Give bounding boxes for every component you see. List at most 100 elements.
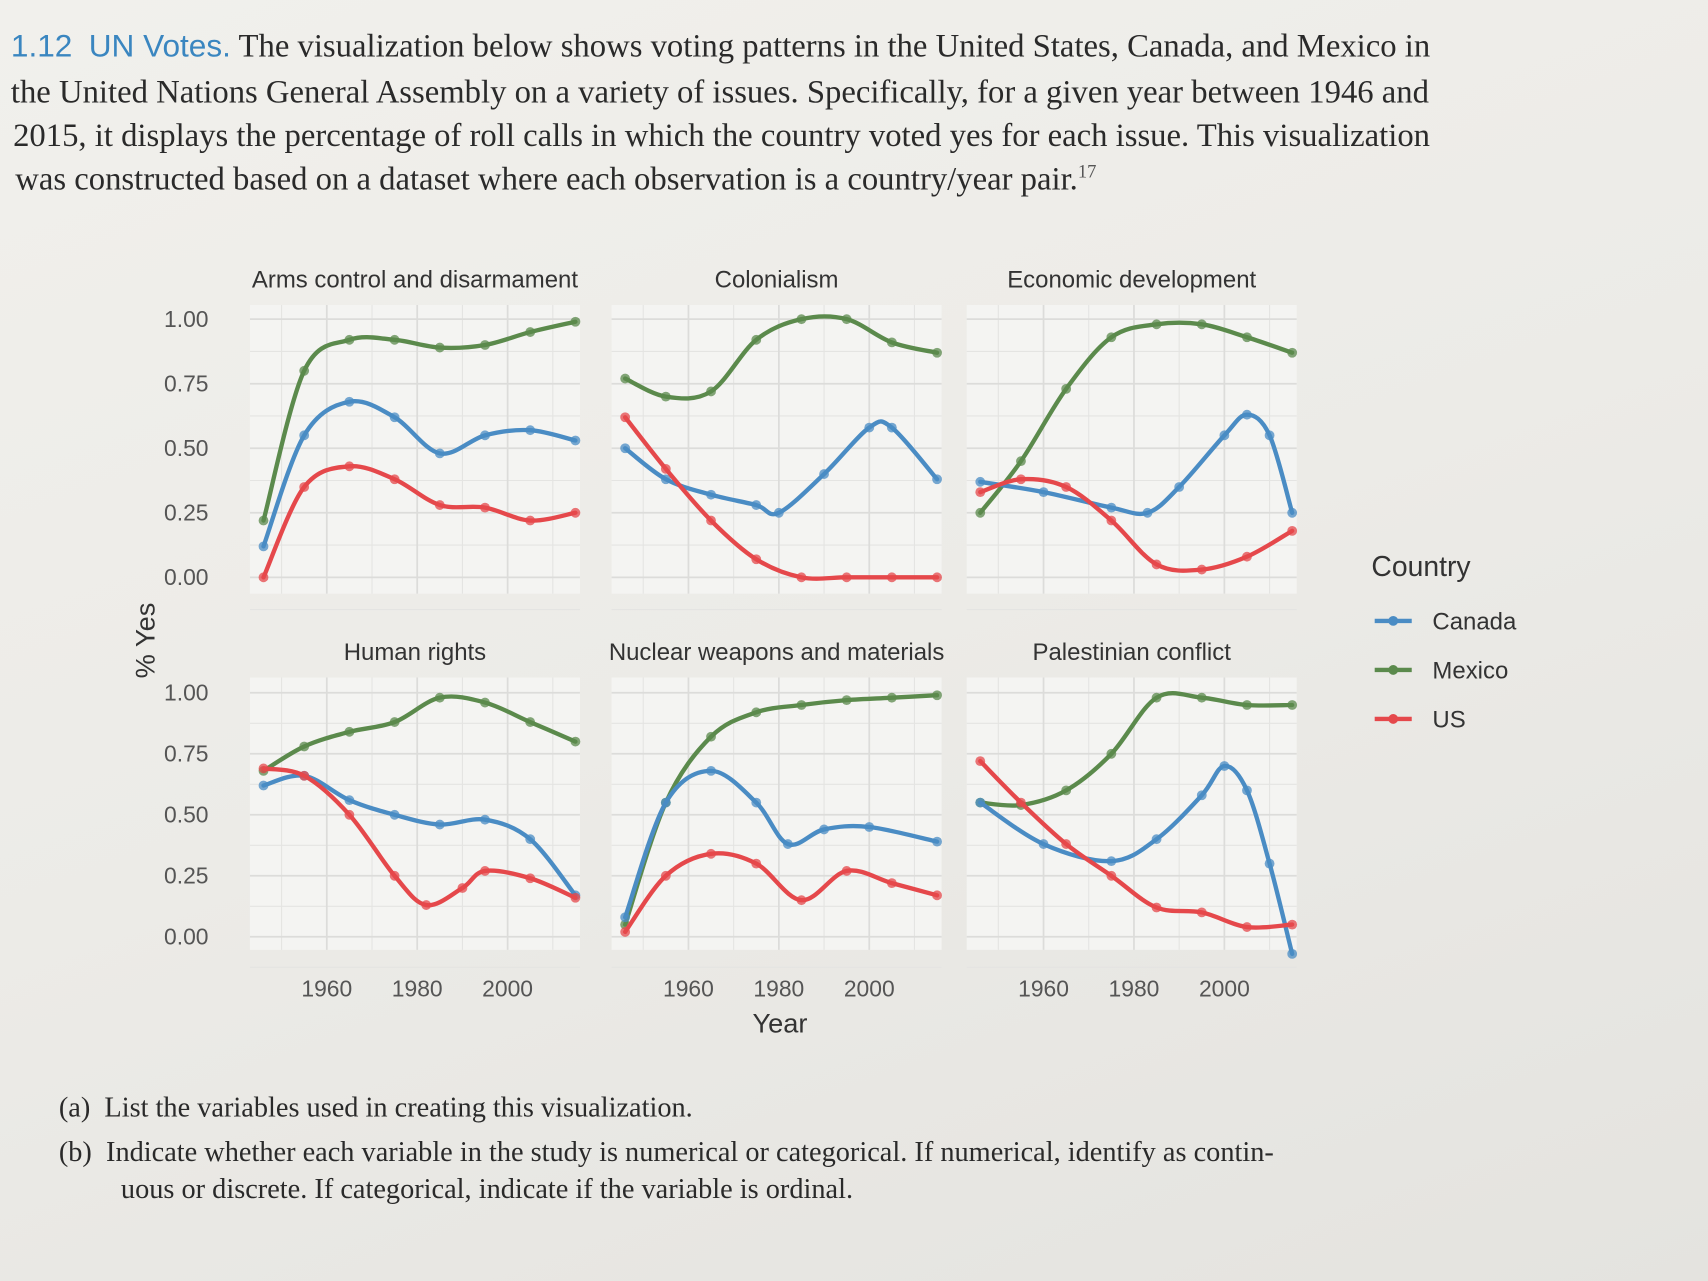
- data-point-us: [932, 572, 942, 583]
- y-tick-label: 0.00: [164, 564, 209, 590]
- data-point-mexico: [344, 726, 355, 737]
- panel-background: [966, 305, 1297, 594]
- data-point-canada: [864, 822, 875, 832]
- data-point-us: [434, 500, 445, 510]
- data-point-canada: [258, 541, 269, 552]
- data-point-canada: [751, 797, 762, 808]
- data-point-mexico: [299, 365, 310, 376]
- data-point-us: [480, 502, 490, 513]
- data-point-canada: [660, 797, 671, 808]
- facet-title: Arms control and disarmament: [252, 267, 578, 294]
- data-point-us: [620, 412, 631, 423]
- data-point-canada: [751, 500, 762, 510]
- data-point-us: [480, 866, 490, 876]
- facet-title: Human rights: [344, 639, 486, 666]
- data-point-canada: [344, 396, 355, 407]
- data-point-canada: [1038, 487, 1049, 498]
- data-point-mexico: [570, 316, 581, 327]
- data-point-us: [421, 900, 432, 910]
- data-point-us: [1106, 515, 1117, 526]
- data-point-us: [1061, 482, 1072, 492]
- data-point-mexico: [1106, 748, 1117, 759]
- data-point-us: [796, 572, 807, 583]
- data-point-canada: [819, 469, 829, 479]
- data-point-canada: [1242, 785, 1252, 796]
- data-point-us: [751, 858, 762, 869]
- data-point-us: [570, 892, 581, 903]
- data-point-canada: [1151, 834, 1162, 845]
- data-point-us: [299, 770, 310, 781]
- data-point-canada: [1142, 507, 1153, 518]
- data-point-canada: [932, 474, 942, 485]
- legend-label: Mexico: [1432, 658, 1508, 685]
- data-point-us: [841, 866, 852, 876]
- data-point-us: [1287, 919, 1298, 930]
- data-point-us: [525, 873, 536, 884]
- x-tick-label: 1960: [301, 976, 352, 1002]
- data-point-canada: [620, 443, 631, 454]
- legend-title: Country: [1371, 551, 1471, 583]
- problem-text-line-4: was constructed based on a dataset where…: [15, 161, 1096, 198]
- data-point-canada: [1242, 409, 1252, 420]
- panel-background: [966, 677, 1297, 950]
- data-point-us: [886, 572, 897, 583]
- panel-background: [611, 305, 942, 594]
- y-tick-label: 1.00: [164, 306, 209, 332]
- x-tick-label: 1980: [1109, 976, 1160, 1002]
- data-point-mexico: [525, 717, 536, 727]
- data-point-canada: [480, 430, 490, 441]
- data-point-us: [706, 515, 716, 526]
- data-point-mexico: [841, 695, 852, 706]
- data-point-canada: [389, 809, 400, 820]
- data-point-mexico: [258, 515, 269, 526]
- data-point-canada: [620, 912, 631, 923]
- data-point-us: [886, 878, 897, 889]
- data-point-canada: [525, 425, 536, 436]
- problem-number: 1.12: [10, 29, 73, 65]
- data-point-canada: [344, 795, 355, 806]
- data-point-us: [1016, 797, 1026, 808]
- data-point-canada: [1287, 507, 1298, 518]
- x-tick-label: 1960: [663, 976, 714, 1002]
- data-point-mexico: [1287, 347, 1298, 358]
- data-point-mexico: [389, 717, 400, 727]
- data-point-canada: [1038, 839, 1049, 849]
- data-point-canada: [975, 797, 986, 808]
- x-tick-label: 2000: [1199, 976, 1250, 1002]
- facet-title: Palestinian conflict: [1033, 639, 1232, 666]
- x-tick-label: 2000: [482, 976, 533, 1002]
- legend-key-point: [1388, 714, 1399, 724]
- data-point-mexico: [796, 700, 807, 710]
- question-b: (b) Indicate whether each variable in th…: [59, 1136, 1274, 1169]
- data-point-mexico: [660, 391, 671, 402]
- data-point-canada: [1106, 856, 1117, 867]
- data-point-mexico: [570, 736, 581, 747]
- question-b-continued: uous or discrete. If categorical, indica…: [120, 1173, 854, 1205]
- x-axis-label: Year: [752, 1008, 807, 1039]
- data-point-canada: [660, 474, 671, 485]
- data-point-mexico: [841, 314, 852, 325]
- x-tick-label: 1980: [753, 976, 804, 1002]
- data-point-us: [620, 927, 631, 937]
- data-point-us: [258, 763, 269, 774]
- data-point-mexico: [886, 692, 897, 703]
- data-point-mexico: [525, 327, 536, 337]
- question-text: Indicate whether each variable in the st…: [106, 1136, 1274, 1168]
- data-point-canada: [1174, 482, 1185, 492]
- data-point-canada: [864, 422, 875, 433]
- data-point-canada: [706, 489, 716, 500]
- problem-title: UN Votes.: [88, 29, 231, 65]
- data-point-canada: [886, 422, 897, 433]
- data-point-mexico: [434, 342, 445, 353]
- data-point-mexico: [1106, 332, 1117, 343]
- data-point-us: [841, 572, 852, 583]
- data-point-us: [389, 870, 400, 881]
- data-point-us: [796, 895, 807, 906]
- y-tick-label: 1.00: [164, 679, 209, 705]
- data-point-us: [570, 507, 581, 518]
- data-point-us: [344, 461, 355, 472]
- data-point-us: [751, 554, 762, 565]
- data-point-us: [1242, 551, 1252, 562]
